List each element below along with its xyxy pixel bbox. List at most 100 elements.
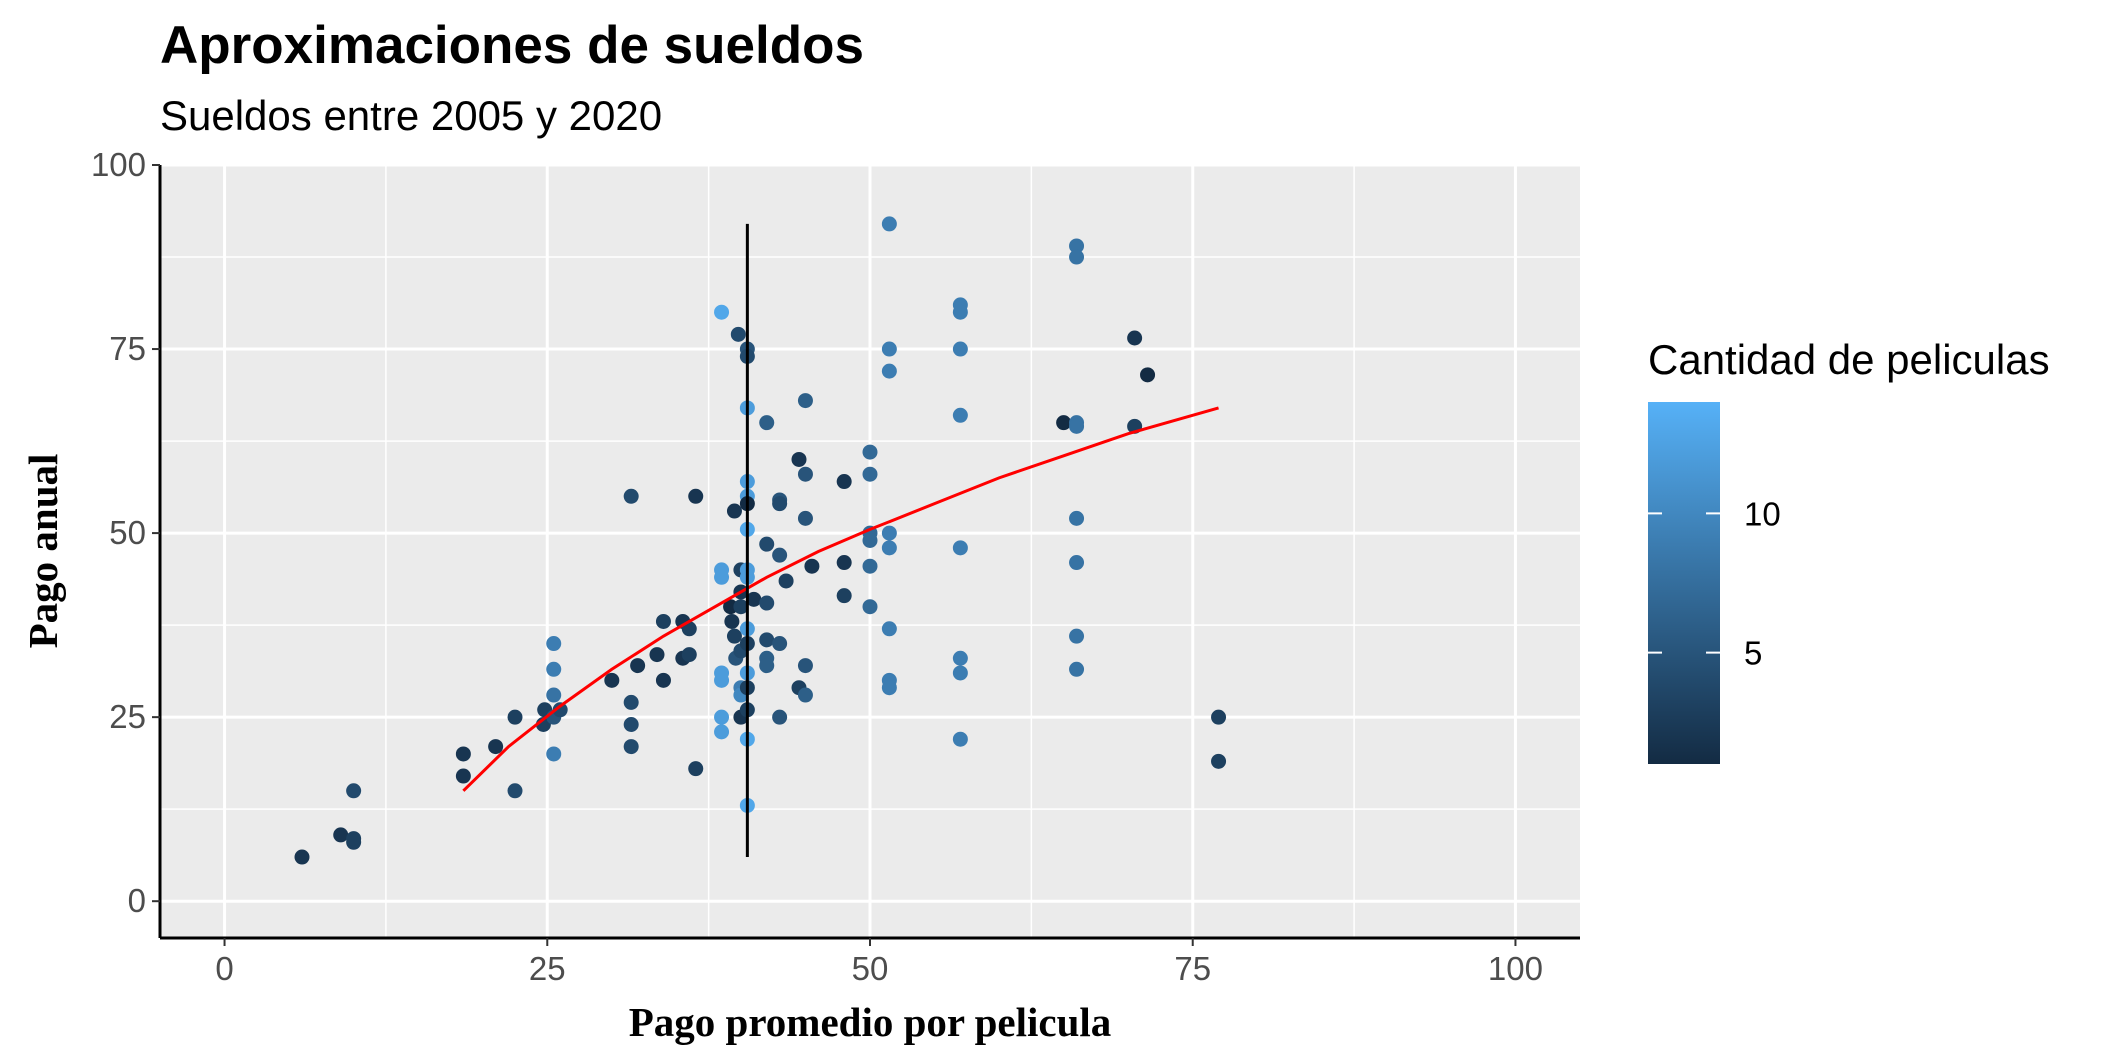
- x-axis-title: Pago promedio por pelicula: [629, 999, 1112, 1045]
- data-point: [881, 525, 897, 541]
- chart-title: Aproximaciones de sueldos: [160, 16, 864, 75]
- legend-colorbar: [1648, 402, 1720, 764]
- data-point: [507, 709, 523, 725]
- data-point: [772, 709, 788, 725]
- data-point: [730, 326, 746, 342]
- y-tick-label: 0: [128, 882, 146, 919]
- data-point: [546, 687, 562, 703]
- x-tick-label: 100: [1488, 950, 1543, 987]
- data-point: [797, 687, 813, 703]
- data-point: [623, 694, 639, 710]
- x-tick-label: 50: [852, 950, 889, 987]
- data-point: [797, 466, 813, 482]
- data-point: [623, 739, 639, 755]
- data-point: [797, 658, 813, 674]
- data-point: [881, 216, 897, 232]
- fit-line: [462, 406, 1219, 792]
- y-tick-label: 25: [109, 698, 146, 735]
- data-point: [759, 415, 775, 431]
- data-point: [881, 621, 897, 637]
- data-point: [881, 341, 897, 357]
- data-point: [836, 555, 852, 571]
- data-point: [714, 709, 730, 725]
- data-point: [604, 672, 620, 688]
- data-point: [952, 341, 968, 357]
- data-point: [726, 503, 742, 519]
- data-point: [455, 746, 471, 762]
- x-tick-label: 0: [215, 950, 233, 987]
- data-point: [836, 474, 852, 490]
- data-point: [804, 558, 820, 574]
- data-point: [346, 831, 362, 847]
- data-point: [1140, 367, 1156, 383]
- data-point: [797, 393, 813, 409]
- data-point: [797, 510, 813, 526]
- data-point: [952, 731, 968, 747]
- y-axis-ticks: 0 25 50 75 100: [91, 146, 160, 919]
- data-point: [1069, 555, 1085, 571]
- data-point: [791, 451, 807, 467]
- data-point: [1069, 661, 1085, 677]
- legend-ticks: 5 10: [1648, 495, 1781, 672]
- data-point: [630, 658, 646, 674]
- data-point: [862, 558, 878, 574]
- data-point: [862, 466, 878, 482]
- data-point: [952, 540, 968, 556]
- data-point: [681, 647, 697, 663]
- data-point: [1069, 510, 1085, 526]
- data-point: [881, 680, 897, 696]
- data-point: [714, 304, 730, 320]
- data-point: [778, 573, 794, 589]
- data-point: [1056, 415, 1072, 431]
- data-point: [649, 647, 665, 663]
- data-point: [772, 636, 788, 652]
- y-tick-label: 50: [109, 514, 146, 551]
- data-point: [952, 407, 968, 423]
- data-point: [881, 540, 897, 556]
- data-point: [1211, 753, 1227, 769]
- data-point: [759, 632, 775, 648]
- data-point: [733, 599, 749, 615]
- data-point: [507, 783, 523, 799]
- legend-label: 5: [1744, 635, 1762, 672]
- x-tick-label: 75: [1174, 950, 1211, 987]
- data-point: [552, 702, 568, 718]
- data-point: [1211, 709, 1227, 725]
- data-point: [714, 672, 730, 688]
- data-point: [546, 746, 562, 762]
- x-tick-label: 25: [529, 950, 566, 987]
- data-point: [772, 547, 788, 563]
- data-point: [623, 717, 639, 733]
- data-point: [688, 488, 704, 504]
- data-point: [759, 536, 775, 552]
- data-point: [714, 724, 730, 740]
- data-point: [759, 595, 775, 611]
- data-point: [294, 849, 310, 865]
- data-point: [952, 650, 968, 666]
- data-point: [862, 599, 878, 615]
- data-point: [1069, 249, 1085, 265]
- legend-title: Cantidad de peliculas: [1648, 336, 2050, 383]
- legend-label: 10: [1744, 495, 1781, 532]
- data-point: [655, 613, 671, 629]
- data-point: [455, 768, 471, 784]
- data-point: [862, 532, 878, 548]
- data-point: [724, 613, 740, 629]
- data-point: [623, 488, 639, 504]
- major-gridlines: [160, 163, 1580, 938]
- data-point: [333, 827, 349, 843]
- data-point: [836, 588, 852, 604]
- y-tick-label: 100: [91, 146, 146, 183]
- y-tick-label: 75: [109, 330, 146, 367]
- data-point: [1069, 238, 1085, 254]
- data-point: [346, 783, 362, 799]
- x-axis-ticks: 0 25 50 75 100: [215, 938, 1543, 987]
- data-point: [746, 591, 762, 607]
- color-legend: Cantidad de peliculas 5 10: [1648, 336, 2050, 764]
- data-point: [488, 739, 504, 755]
- data-point: [759, 658, 775, 674]
- y-axis-title: Pago anual: [20, 454, 66, 649]
- data-point: [546, 661, 562, 677]
- data-point: [1127, 330, 1143, 346]
- data-point: [1069, 418, 1085, 434]
